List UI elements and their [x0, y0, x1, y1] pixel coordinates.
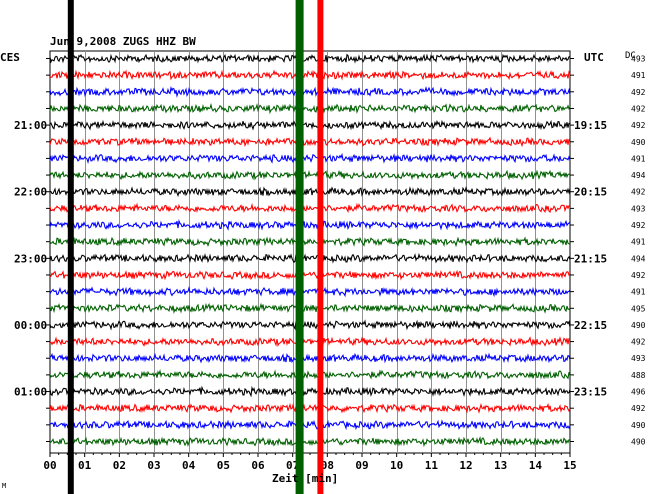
dc-value: 492: [631, 121, 646, 130]
dc-value: 491: [631, 71, 646, 80]
seismic-trace: [49, 119, 570, 131]
seismic-trace: [49, 169, 571, 181]
seismic-trace: [49, 369, 571, 380]
dc-value: 492: [631, 404, 646, 413]
seismic-trace: [49, 202, 571, 214]
dc-value: 491: [631, 238, 646, 247]
seismic-trace: [49, 319, 571, 331]
dc-value: 492: [631, 188, 646, 197]
x-tick-label: 04: [182, 459, 196, 472]
dc-value: 493: [631, 354, 646, 363]
seismic-trace: [49, 302, 571, 315]
x-tick-label: 08: [321, 459, 334, 472]
x-tick-label: 01: [78, 459, 92, 472]
x-tick-label: 15: [563, 459, 576, 472]
seismic-trace: [49, 385, 571, 398]
dc-value: 491: [631, 288, 646, 297]
dc-value: 494: [631, 171, 646, 180]
dc-value: 494: [631, 254, 646, 263]
seismic-trace: [49, 102, 571, 115]
dc-value: 490: [631, 138, 646, 147]
seismic-trace: [49, 85, 571, 98]
x-tick-label: 13: [494, 459, 507, 472]
footer-mark: M: [2, 482, 6, 490]
dc-value: 488: [631, 371, 646, 380]
seismic-trace: [49, 419, 571, 431]
dc-value: 492: [631, 338, 646, 347]
x-tick-label: 06: [251, 459, 265, 472]
left-time-label: 00:00: [14, 319, 47, 332]
seismic-trace: [49, 335, 571, 347]
seismic-trace: [49, 436, 570, 448]
right-time-label: 23:15: [574, 386, 607, 399]
seismic-trace: [49, 402, 571, 414]
x-tick-label: 00: [43, 459, 56, 472]
seismic-trace: [49, 69, 571, 81]
chart-title: Jun 9,2008 ZUGS HHZ BW: [50, 35, 196, 48]
x-tick-label: 09: [355, 459, 368, 472]
dc-value: 490: [631, 321, 646, 330]
left-timezone-label: CES: [0, 51, 20, 64]
dc-label: DC: [625, 51, 636, 61]
seismic-trace: [49, 53, 571, 64]
dc-value: 495: [631, 304, 646, 313]
marker-lines: [67, 0, 324, 494]
dc-value: 496: [631, 388, 646, 397]
seismic-trace: [49, 269, 571, 281]
x-tick-label: 03: [147, 459, 160, 472]
dc-value: 490: [631, 438, 646, 447]
right-timezone-label: UTC: [584, 51, 604, 64]
left-time-label: 01:00: [14, 386, 47, 399]
left-time-label: 21:00: [14, 119, 47, 132]
left-time-label: 22:00: [14, 186, 47, 199]
seismic-trace: [49, 219, 571, 231]
dc-value: 492: [631, 88, 646, 97]
seismic-trace: [49, 236, 571, 248]
labels: Jun 9,2008 ZUGS HHZ BW CES UTC DC Zeit […: [0, 35, 636, 490]
right-time-label: 21:15: [574, 252, 607, 265]
seismic-trace: [49, 186, 571, 198]
x-tick-label: 11: [425, 459, 439, 472]
dc-value: 490: [631, 421, 646, 430]
traces: 493 491 492 492 492 490 491 494 492 493 492 491 494 4…: [46, 53, 646, 448]
dc-value: 492: [631, 221, 646, 230]
dc-value: 492: [631, 104, 646, 113]
seismic-trace: [49, 252, 571, 264]
right-time-label: 20:15: [574, 186, 607, 199]
dc-value: 491: [631, 154, 646, 163]
dc-value: 492: [631, 271, 646, 280]
left-time-label: 23:00: [14, 252, 47, 265]
x-tick-label: 10: [390, 459, 403, 472]
x-axis-label: Zeit [min]: [272, 472, 338, 485]
dc-value: 493: [631, 204, 646, 213]
seismic-trace: [49, 285, 571, 298]
x-tick-label: 14: [529, 459, 543, 472]
dc-value: 493: [631, 55, 646, 64]
x-tick-label: 02: [113, 459, 126, 472]
seismic-trace: [49, 352, 571, 364]
right-time-label: 19:15: [574, 119, 607, 132]
seismic-trace: [49, 136, 571, 148]
seismic-trace: [49, 152, 571, 164]
right-time-label: 22:15: [574, 319, 607, 332]
x-tick-label: 12: [459, 459, 472, 472]
x-tick-label: 05: [217, 459, 230, 472]
grid: 00 01 02 03 04 05 06 07 08 09 10 11 12 13 14 15: [43, 50, 577, 472]
